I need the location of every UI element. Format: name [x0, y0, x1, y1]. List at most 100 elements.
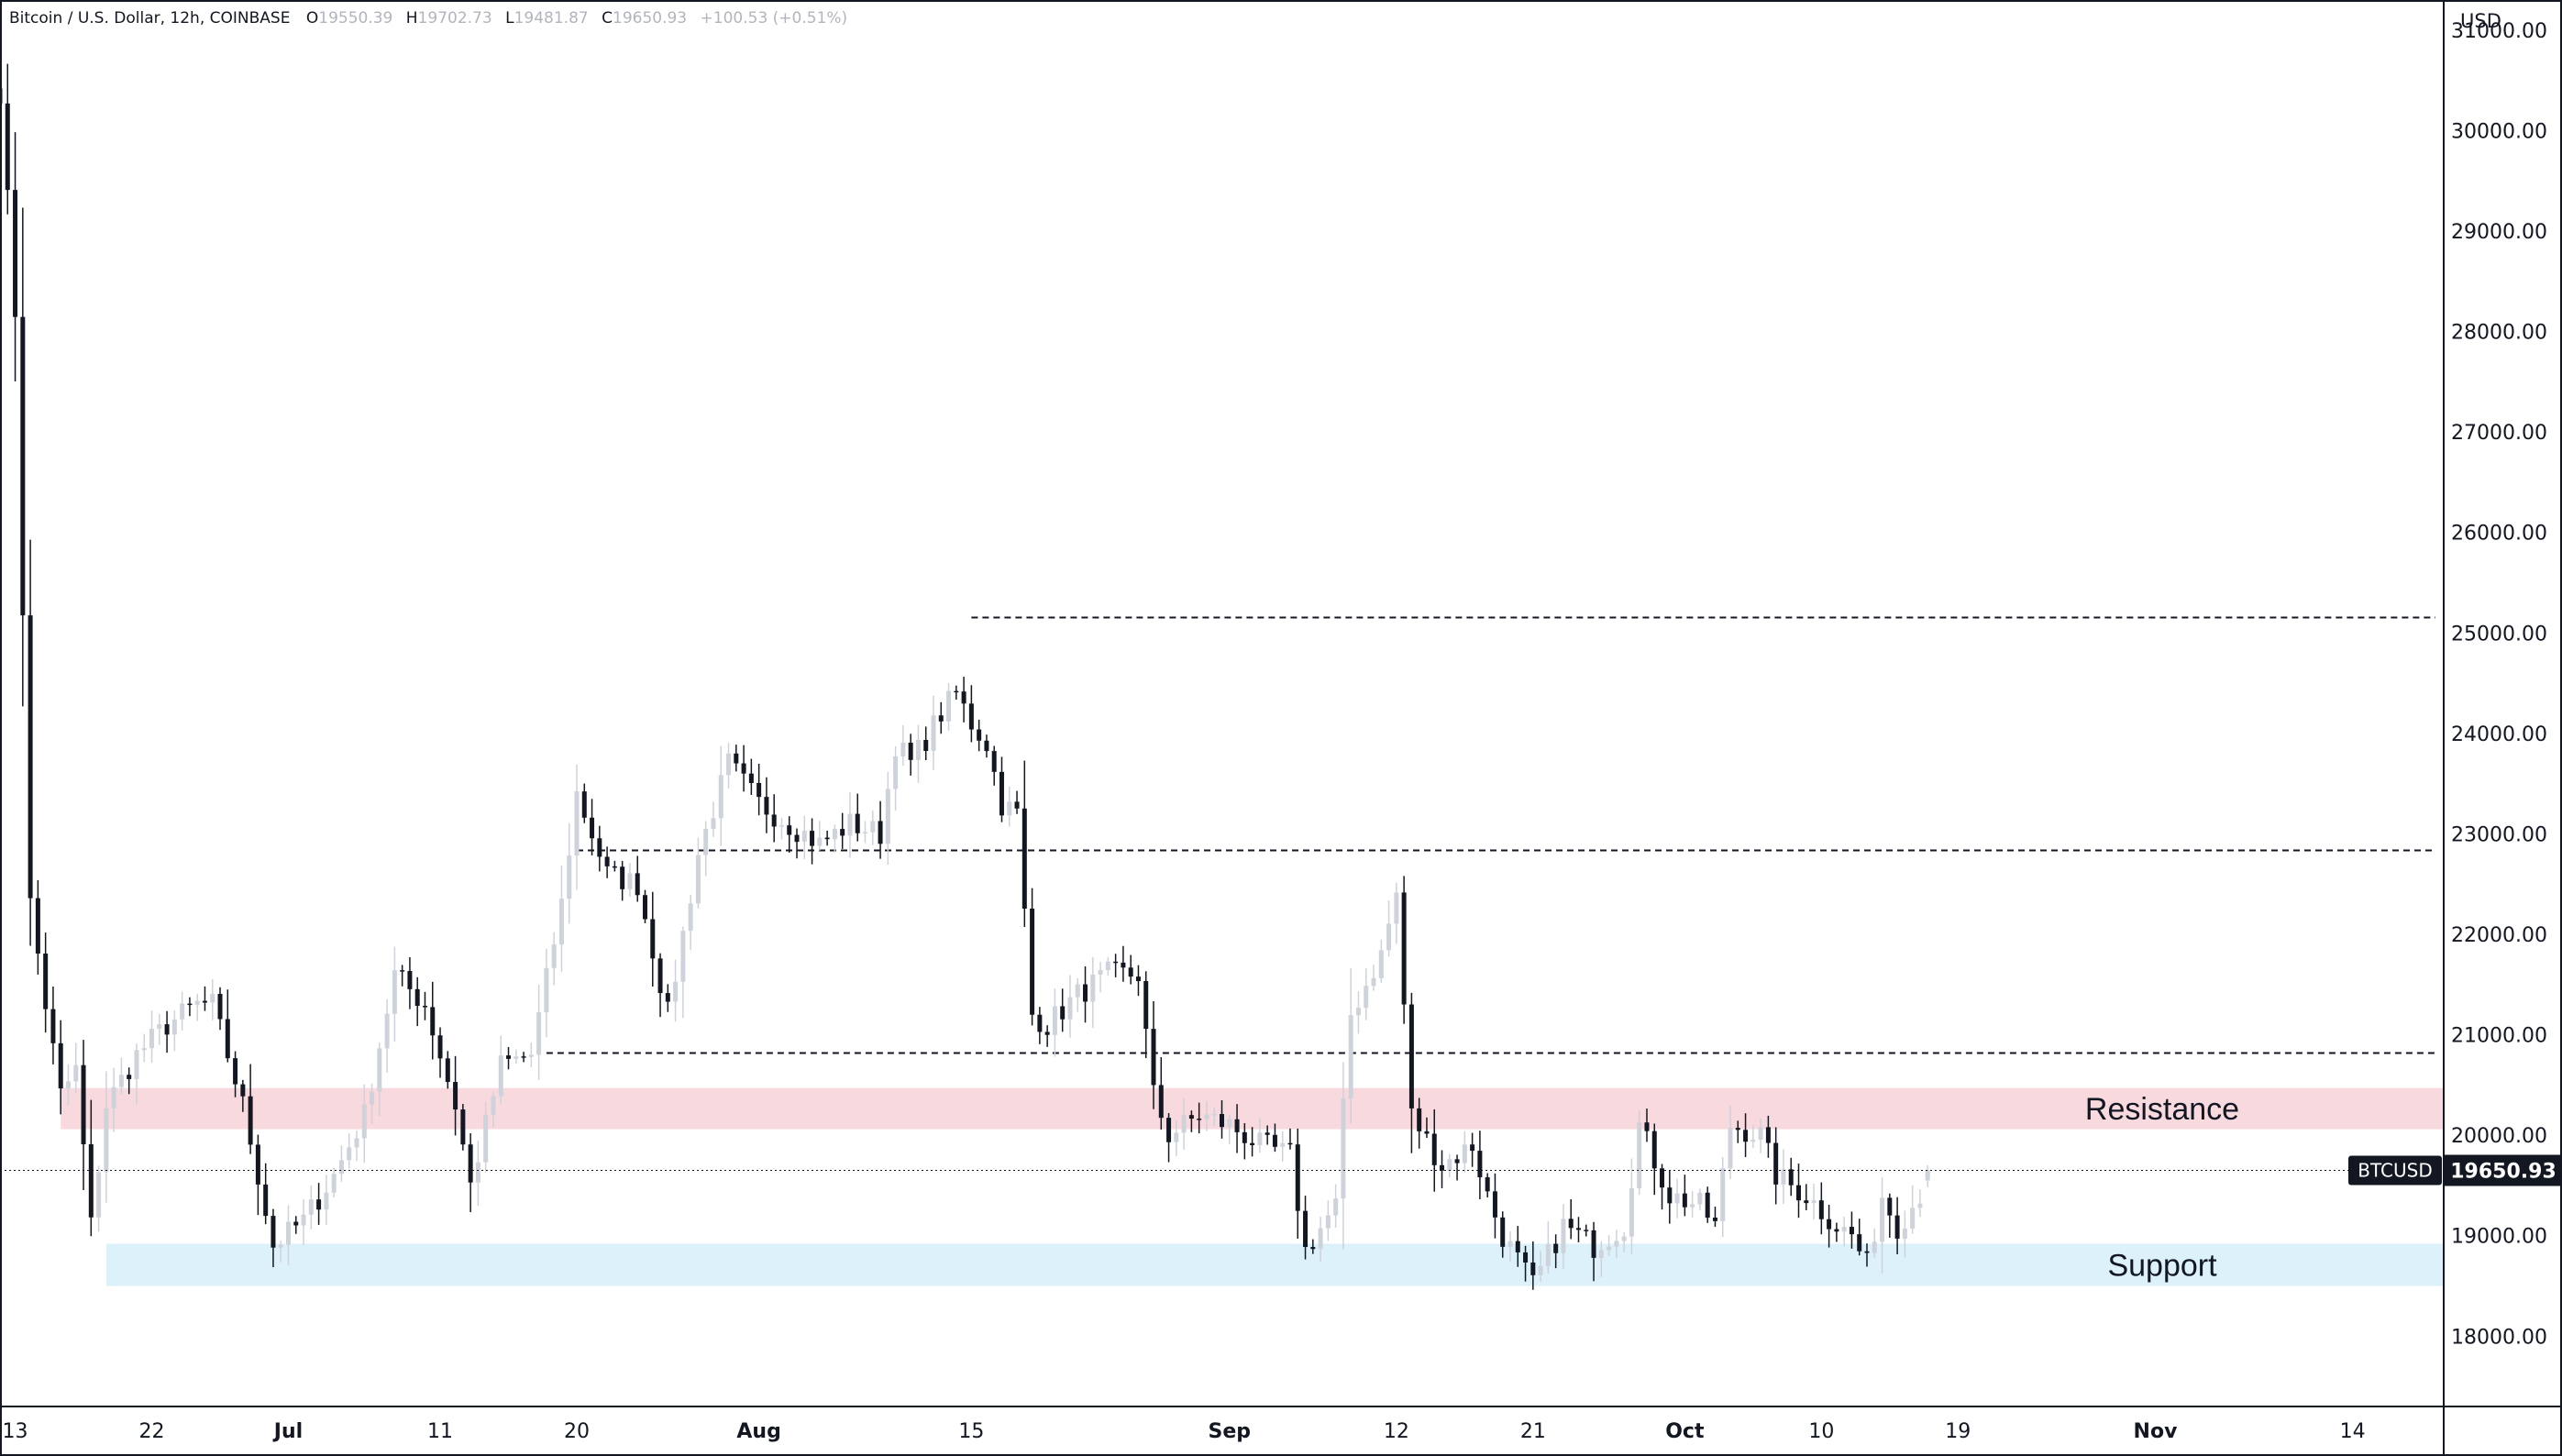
candle[interactable] [194, 993, 200, 1021]
candle[interactable] [1872, 1228, 1877, 1258]
candle[interactable] [748, 758, 754, 795]
candle[interactable] [627, 863, 633, 898]
candle[interactable] [73, 1042, 79, 1094]
candle[interactable] [171, 1010, 177, 1052]
candle[interactable] [1530, 1241, 1536, 1290]
candle[interactable] [255, 1134, 260, 1216]
candle[interactable] [1750, 1124, 1756, 1149]
candle[interactable] [1818, 1182, 1824, 1235]
candle[interactable] [1500, 1211, 1506, 1258]
candle[interactable] [1827, 1205, 1832, 1248]
candle[interactable] [824, 830, 830, 846]
candle[interactable] [460, 1104, 466, 1151]
candle[interactable] [347, 1133, 352, 1169]
candle[interactable] [1105, 956, 1110, 976]
candle[interactable] [202, 986, 207, 1011]
candle[interactable] [1857, 1219, 1862, 1256]
candle[interactable] [1523, 1245, 1529, 1282]
candle[interactable] [157, 1014, 162, 1045]
candle[interactable] [680, 926, 686, 1019]
candle[interactable] [1264, 1125, 1270, 1145]
candle[interactable] [1014, 790, 1020, 814]
candle[interactable] [1325, 1200, 1331, 1241]
symbol-info[interactable]: Bitcoin / U.S. Dollar, 12h, COINBASE [9, 9, 291, 28]
candle[interactable] [233, 1051, 238, 1098]
candle[interactable] [977, 719, 982, 752]
candle[interactable] [1257, 1118, 1263, 1153]
candle[interactable] [104, 1071, 109, 1203]
candle[interactable] [1561, 1204, 1566, 1270]
candle[interactable] [1743, 1113, 1749, 1158]
candle[interactable] [642, 889, 647, 923]
candle[interactable] [590, 799, 595, 855]
candle[interactable] [1728, 1105, 1733, 1180]
candle[interactable] [999, 756, 1004, 822]
candle[interactable] [1341, 1062, 1346, 1250]
candle[interactable] [316, 1183, 322, 1225]
candle[interactable] [817, 821, 823, 851]
candle[interactable] [1280, 1131, 1286, 1162]
candle[interactable] [1386, 900, 1392, 957]
candle[interactable] [134, 1043, 139, 1105]
candle[interactable] [946, 682, 952, 731]
candle[interactable] [506, 1046, 512, 1070]
candle[interactable] [885, 771, 890, 866]
candle[interactable] [491, 1091, 496, 1128]
price-axis[interactable]: 31000.00 30000.00 29000.00 28000.00 27000.00… [2451, 20, 2547, 1349]
candle[interactable] [1690, 1191, 1695, 1218]
candle[interactable] [377, 1042, 382, 1117]
candle[interactable] [1507, 1230, 1513, 1263]
candle[interactable] [225, 989, 230, 1063]
candle[interactable] [635, 855, 640, 902]
candle[interactable] [1364, 968, 1369, 1020]
candle[interactable] [1371, 965, 1376, 991]
candle[interactable] [28, 539, 33, 946]
candle[interactable] [1621, 1232, 1627, 1252]
candle[interactable] [1417, 1098, 1422, 1149]
candle[interactable] [1515, 1226, 1520, 1267]
candle[interactable] [1705, 1186, 1710, 1223]
candle[interactable] [1424, 1117, 1430, 1139]
candle[interactable] [923, 726, 929, 761]
candle[interactable] [1568, 1199, 1574, 1240]
candle[interactable] [271, 1208, 276, 1268]
candle[interactable] [1394, 882, 1399, 944]
candle[interactable] [612, 860, 617, 872]
candle[interactable] [726, 743, 732, 789]
candle[interactable] [111, 1067, 116, 1132]
candle[interactable] [324, 1175, 329, 1225]
candle[interactable] [1462, 1131, 1467, 1173]
candle[interactable] [1781, 1149, 1786, 1205]
candle[interactable] [1220, 1099, 1224, 1139]
candle[interactable] [187, 997, 193, 1017]
time-axis[interactable]: 13 22 Jul 11 20 Aug 15 Sep 12 21 Oct 10 19 Nov 14 [3, 1420, 2366, 1443]
candle[interactable] [657, 953, 663, 1018]
candle[interactable] [1887, 1193, 1893, 1238]
candle[interactable] [1796, 1164, 1802, 1219]
candle[interactable] [1401, 876, 1407, 1024]
candle[interactable] [1917, 1189, 1923, 1218]
candle[interactable] [900, 724, 906, 767]
candle[interactable] [58, 1020, 63, 1115]
candle[interactable] [1864, 1243, 1870, 1267]
candle[interactable] [528, 1042, 534, 1067]
candle[interactable] [20, 207, 26, 707]
candle[interactable] [278, 1241, 283, 1263]
candle[interactable] [164, 1010, 170, 1053]
candle[interactable] [286, 1205, 292, 1265]
candle[interactable] [331, 1167, 337, 1198]
candle[interactable] [581, 783, 587, 823]
candle[interactable] [1637, 1109, 1642, 1196]
candle[interactable] [832, 824, 837, 853]
candle[interactable] [1272, 1123, 1277, 1153]
candle[interactable] [1788, 1157, 1794, 1197]
candle[interactable] [544, 948, 549, 1038]
candle[interactable] [43, 932, 49, 1033]
candle[interactable] [1607, 1235, 1612, 1256]
candle[interactable] [1151, 1000, 1156, 1109]
candle[interactable] [1584, 1224, 1589, 1237]
candle[interactable] [1849, 1211, 1854, 1249]
candle[interactable] [1447, 1153, 1452, 1178]
candle[interactable] [263, 1163, 269, 1225]
candle[interactable] [1234, 1104, 1240, 1153]
